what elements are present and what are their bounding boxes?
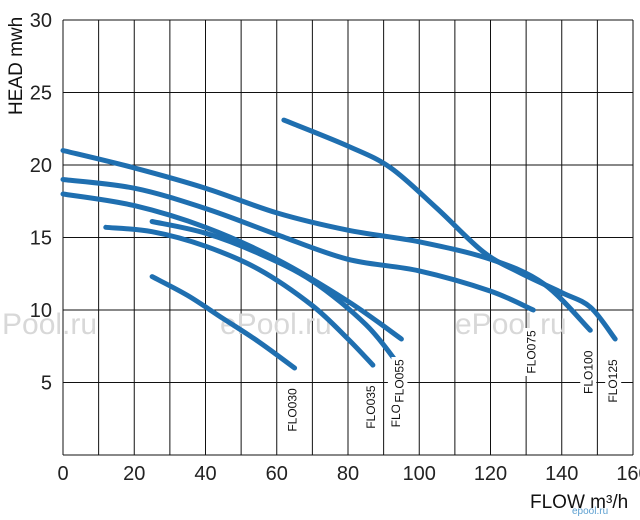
x-axis-label: FLOW m³/h xyxy=(530,492,628,513)
series-label-flo030: FLO030 xyxy=(284,386,301,434)
label-background xyxy=(605,357,622,405)
x-tick-label: 0 xyxy=(57,463,68,485)
x-tick-label: 100 xyxy=(403,463,436,485)
series-line-flo055 xyxy=(60,191,404,342)
corner-mark: epool.ru xyxy=(572,506,608,517)
label-background xyxy=(580,348,597,397)
y-tick-label: 30 xyxy=(30,10,52,32)
series-line-flo030 xyxy=(149,274,298,371)
x-tick-label: 60 xyxy=(266,463,288,485)
y-tick-label: 10 xyxy=(30,300,52,322)
series-line-flo125 xyxy=(281,117,618,342)
y-tick-label: 15 xyxy=(30,228,52,250)
x-tick-label: 40 xyxy=(194,463,216,485)
x-tick-label: 160 xyxy=(616,463,640,485)
label-background xyxy=(284,386,301,434)
y-axis-label: HEAD mwh xyxy=(6,17,27,115)
x-tick-label: 80 xyxy=(337,463,359,485)
label-background xyxy=(362,383,379,432)
y-tick-label: 20 xyxy=(30,155,52,177)
series-label-text: FLO125 xyxy=(606,359,620,403)
series-label-flo035: FLO035 xyxy=(362,383,379,432)
x-tick-label: 20 xyxy=(123,463,145,485)
label-background xyxy=(523,328,540,376)
watermark: Pool.ru xyxy=(2,308,97,341)
series-label-text: FLO035 xyxy=(364,385,378,429)
tick-labels: 0 20 40 60 80 100 120 140 160 5 10 15 20 25 30 xyxy=(30,10,640,485)
x-tick-label: 140 xyxy=(545,463,578,485)
y-tick-label: 5 xyxy=(41,373,52,395)
series-label-flo100: FLO100 xyxy=(580,348,597,397)
series-label-text: FLO055 xyxy=(392,359,406,403)
series-line-flo075 xyxy=(60,177,536,313)
grid xyxy=(62,19,634,456)
series-line-flo100 xyxy=(60,148,593,333)
series-line-flo035 xyxy=(103,224,376,368)
watermark: ePool.ru xyxy=(455,308,567,341)
y-tick-label: 25 xyxy=(30,83,52,105)
curves xyxy=(60,117,618,371)
x-tick-label: 120 xyxy=(474,463,507,485)
series-label-flo055: FLO055 xyxy=(391,357,408,405)
series-label-flo125: FLO125 xyxy=(605,357,622,405)
series-label-text: FLO030 xyxy=(286,388,300,432)
series-label-text: FLO100 xyxy=(581,350,595,394)
series-label-flo075: FLO075 xyxy=(523,328,540,376)
watermark: ePool.ru xyxy=(220,308,332,341)
label-background xyxy=(391,357,408,405)
series-label-text: FLO075 xyxy=(524,330,538,374)
watermarks: Pool.ru ePool.ru ePool.ru xyxy=(2,308,567,341)
